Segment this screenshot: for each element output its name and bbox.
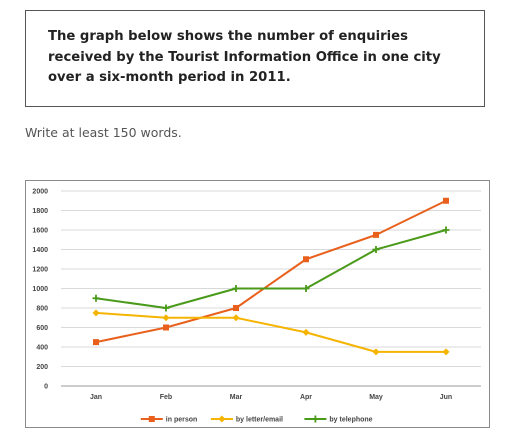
legend-label: in person xyxy=(166,417,198,424)
data-point xyxy=(442,348,450,356)
legend-swatch-marker xyxy=(148,416,155,422)
x-tick-label: Feb xyxy=(160,394,172,401)
chart-canvas: 0 200 400 600 800 1000 1200 1400 1600 1800 2000 Ja… xyxy=(32,189,481,424)
line-chart: 0 200 400 600 800 1000 1200 1400 1600 1800 2000 Ja… xyxy=(25,180,490,428)
data-point xyxy=(443,197,449,204)
series-in-person xyxy=(93,197,449,346)
data-point xyxy=(92,294,100,302)
data-point xyxy=(92,309,100,317)
data-point xyxy=(93,339,99,346)
chart-series xyxy=(92,197,450,356)
legend-item-by-letter-email: by letter/email xyxy=(210,415,283,424)
x-tick-label: Mar xyxy=(230,394,243,401)
y-tick-label: 800 xyxy=(36,306,48,313)
y-tick-label: 1000 xyxy=(32,286,48,293)
y-tick-label: 600 xyxy=(36,325,48,332)
data-point xyxy=(303,256,309,263)
x-tick-label: Jun xyxy=(440,394,452,401)
y-tick-label: 400 xyxy=(36,345,48,352)
x-tick-label: Jan xyxy=(90,394,102,401)
y-tick-label: 2000 xyxy=(32,189,48,196)
series-line xyxy=(95,199,447,344)
data-point xyxy=(302,328,310,336)
chart-legend: in person by letter/email by telephone xyxy=(140,415,373,424)
data-point xyxy=(372,348,380,356)
word-count-instruction: Write at least 150 words. xyxy=(25,125,182,140)
task-prompt-box: The graph below shows the number of enqu… xyxy=(25,10,485,107)
data-point xyxy=(162,304,170,312)
data-point xyxy=(373,231,379,238)
x-axis: Jan Feb Mar Apr May Jun xyxy=(90,394,452,401)
series-line xyxy=(95,311,446,353)
data-point xyxy=(232,285,240,292)
data-point xyxy=(302,285,310,292)
data-point xyxy=(442,226,450,234)
y-tick-label: 200 xyxy=(36,364,48,371)
y-tick-label: 1800 xyxy=(32,208,48,215)
legend-swatch-marker xyxy=(311,415,319,423)
y-axis: 0 200 400 600 800 1000 1200 1400 1600 1800 2000 xyxy=(32,189,48,391)
y-tick-label: 0 xyxy=(44,384,48,391)
legend-label: by telephone xyxy=(329,417,372,424)
data-point xyxy=(162,314,170,322)
series-by-telephone xyxy=(92,226,450,312)
data-point xyxy=(163,324,169,331)
series-line xyxy=(95,229,447,309)
x-tick-label: May xyxy=(369,394,383,401)
data-point xyxy=(372,246,380,253)
legend-item-in-person: in person xyxy=(140,416,198,424)
legend-item-by-telephone: by telephone xyxy=(304,415,373,424)
data-point xyxy=(232,314,240,322)
data-point xyxy=(233,305,239,311)
x-tick-label: Apr xyxy=(300,394,312,401)
task-prompt-text: The graph below shows the number of enqu… xyxy=(48,29,441,85)
legend-swatch-marker xyxy=(218,415,226,423)
y-tick-label: 1200 xyxy=(32,267,48,274)
y-tick-label: 1400 xyxy=(32,247,48,254)
legend-label: by letter/email xyxy=(236,417,283,424)
y-tick-label: 1600 xyxy=(32,228,48,235)
series-by-letter-email xyxy=(92,309,450,356)
